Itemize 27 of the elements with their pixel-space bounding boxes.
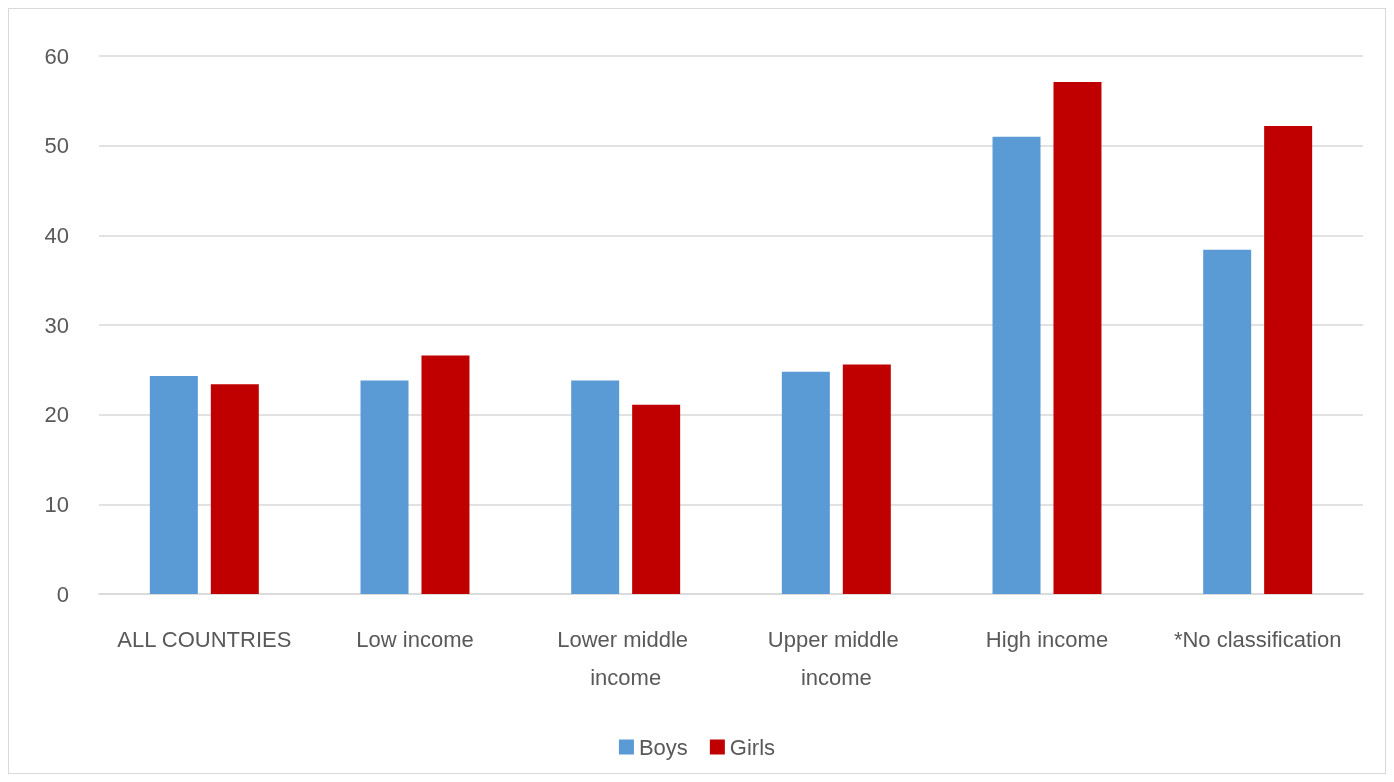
y-tick-label: 30 [44, 312, 69, 338]
bar [1203, 249, 1252, 594]
bar [571, 380, 620, 594]
y-tick-label: 0 [56, 581, 69, 607]
bar [781, 371, 830, 594]
y-tick-label: 40 [44, 222, 69, 248]
x-tick-label: Upper middle income [767, 626, 905, 690]
legend-label: Girls [729, 734, 776, 760]
y-tick-label: 10 [44, 491, 69, 517]
y-tick-label: 50 [44, 133, 69, 159]
bar [210, 384, 259, 594]
bar [842, 364, 891, 594]
x-tick-label: *No classification [1173, 626, 1342, 652]
y-tick-label: 60 [44, 43, 69, 69]
bar [360, 380, 409, 594]
x-tick-label: High income [985, 626, 1109, 652]
bar [992, 136, 1041, 594]
x-tick-label: Low income [356, 626, 474, 652]
bar [1053, 82, 1102, 594]
bar [149, 376, 198, 594]
y-tick-label: 20 [44, 402, 69, 428]
x-tick-label: ALL COUNTRIES [117, 626, 292, 652]
x-tick-label: Lower middle income [557, 626, 695, 690]
bar [632, 404, 681, 594]
bar [421, 355, 470, 594]
bar [1264, 125, 1313, 594]
legend-label: Boys [638, 734, 688, 760]
